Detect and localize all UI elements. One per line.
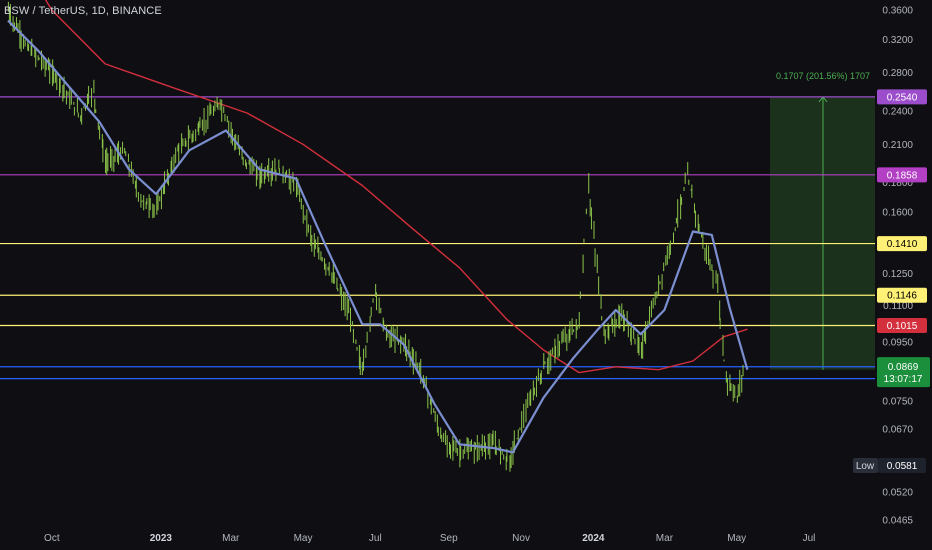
symbol-title[interactable]: BSW / TetherUS, 1D, BINANCE	[4, 5, 162, 17]
price-tick: 0.1800	[882, 178, 913, 189]
ma-slow-badge-bg	[877, 317, 927, 333]
price-tick: 0.1250	[882, 269, 913, 280]
time-tick: May	[727, 533, 746, 544]
level-badge: 0.2540	[887, 92, 918, 103]
price-axis[interactable]: 0.3600 0.3200 0.2800 0.2400 0.2100 0.1800 0.16…	[882, 6, 913, 527]
level-badge: 0.1858	[887, 170, 918, 181]
level-badge-bg	[877, 167, 927, 183]
level-badge-bg	[877, 287, 927, 303]
ma-fast-line	[7, 19, 749, 454]
low-marker: Low 0.0581	[853, 458, 926, 473]
price-badges: 0.2540 0.1858 0.1410 0.1146 0.1015 0.086913:0…	[877, 89, 930, 388]
time-tick: May	[294, 533, 313, 544]
time-tick: Jul	[369, 533, 382, 544]
price-tick: 0.2100	[882, 140, 913, 151]
price-tick: 0.2400	[882, 107, 913, 118]
time-tick: 2023	[150, 533, 173, 544]
level-badge: 0.1410	[887, 239, 918, 250]
price-tick: 0.2800	[882, 68, 913, 79]
level-badge-bg	[877, 236, 927, 252]
price-tick: 0.1100	[883, 301, 913, 312]
price-tick: 0.3600	[882, 6, 913, 17]
level-badge-bg	[877, 89, 927, 105]
low-value: 0.0581	[887, 461, 918, 472]
time-tick: Jul	[803, 533, 816, 544]
price-tick: 0.0750	[882, 396, 913, 407]
time-tick: Nov	[512, 533, 530, 544]
time-tick: 2024	[582, 533, 605, 544]
price-tick: 0.0465	[882, 516, 913, 527]
time-tick: Mar	[656, 533, 674, 544]
price-tick: 0.1600	[882, 208, 913, 219]
last-price-badge-bg	[877, 357, 930, 388]
level-badge: 0.1146	[887, 291, 917, 302]
time-tick: Oct	[44, 533, 60, 544]
price-tick: 0.0670	[882, 424, 913, 435]
ma-slow-line	[44, 0, 748, 374]
time-tick: Mar	[222, 533, 240, 544]
price-tick: 0.0520	[882, 488, 913, 499]
price-tick: 0.0950	[882, 337, 913, 348]
time-axis[interactable]: Oct 2023 Mar May Jul Sep Nov 2024 Mar May Jul	[44, 533, 815, 544]
price-tick: 0.3200	[882, 35, 913, 46]
series-layer	[7, 0, 749, 472]
last-price: 0.0869	[888, 362, 919, 373]
time-tick: Sep	[440, 533, 458, 544]
countdown: 13:07:17	[884, 374, 923, 385]
ma-slow-badge: 0.1015	[887, 321, 918, 332]
measure-label: 0.1707 (201.56%) 1707	[776, 71, 870, 81]
measure-tool[interactable]: 0.1707 (201.56%) 1707	[770, 71, 875, 370]
low-label: Low	[856, 461, 875, 472]
horizontal-levels	[0, 96, 875, 380]
